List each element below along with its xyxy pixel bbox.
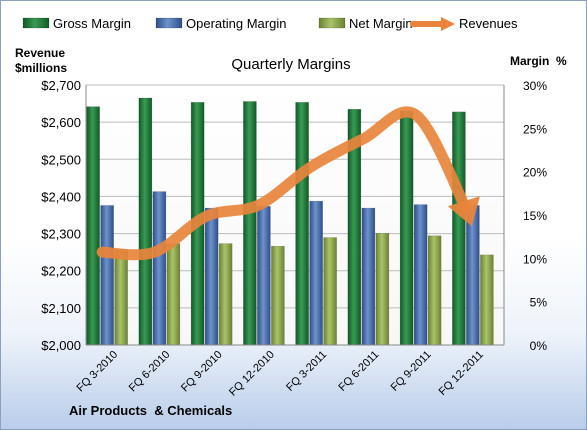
operating-margin-bar	[309, 200, 323, 346]
gross-margin-bar	[295, 102, 309, 346]
right-tick-label: 30%	[523, 79, 547, 93]
legend-label: Gross Margin	[53, 16, 131, 31]
operating-margin-bar	[204, 207, 219, 346]
net-margin-bar	[166, 243, 181, 346]
x-tick-label: FQ 6-2011	[336, 349, 381, 394]
gross-margin-bar	[452, 111, 466, 346]
operating-margin-bar	[413, 204, 428, 346]
left-tick-labels: $2,000 $2,100 $2,200 $2,300 $2,400 $2,500 $2,6…	[41, 78, 81, 353]
chart-title: Quarterly Margins	[231, 56, 350, 73]
net-margin-bar	[427, 235, 442, 346]
x-tick-label: FQ 6-2010	[127, 349, 173, 395]
x-tick-label: FQ 12-2010	[227, 349, 277, 399]
gross-margin-bar	[243, 101, 257, 346]
right-tick-label: 15%	[523, 209, 547, 223]
right-tick-label: 5%	[530, 296, 548, 310]
legend-label: Operating Margin	[186, 16, 286, 31]
revenue-arrow-line	[96, 106, 480, 261]
left-tick-label: $2,000	[41, 338, 81, 353]
left-tick-label: $2,300	[41, 227, 81, 242]
legend-label: Revenues	[459, 16, 518, 31]
legend-swatch-arrowhead	[441, 17, 455, 31]
right-axis-label: Margin %	[510, 54, 567, 68]
operating-margin-bar	[466, 205, 480, 346]
left-axis-label-line1: Revenue	[15, 46, 65, 60]
operating-margin-bar	[100, 205, 114, 346]
gross-margin-bar	[138, 97, 153, 346]
left-tick-label: $2,400	[41, 189, 81, 204]
x-tick-label: FQ 3-2011	[284, 349, 329, 394]
net-margin-bar	[323, 237, 337, 346]
revenue-arrowhead	[447, 196, 480, 227]
x-tick-label: FQ 3-2010	[75, 349, 121, 395]
legend: Gross Margin Operating Margin Net Margin Re…	[22, 16, 518, 31]
revenue-line	[96, 106, 472, 261]
footer-company-name: Air Products & Chemicals	[69, 403, 232, 418]
left-tick-label: $2,700	[41, 78, 81, 93]
left-axis-label-line2: $millions	[15, 61, 67, 75]
x-tick-label: FQ 9-2010	[179, 349, 225, 395]
x-tick-label: FQ 12-2011	[437, 349, 486, 398]
legend-swatch	[318, 17, 346, 29]
net-margin-bar	[375, 232, 390, 346]
left-tick-label: $2,200	[41, 264, 81, 279]
operating-margin-bar	[257, 206, 271, 346]
left-tick-label: $2,100	[41, 301, 81, 316]
gross-margin-bar	[86, 106, 100, 346]
right-tick-label: 10%	[523, 252, 547, 266]
legend-swatch	[155, 17, 183, 29]
operating-margin-bar	[361, 207, 376, 346]
right-tick-label: 25%	[523, 122, 547, 136]
net-margin-bar	[480, 254, 494, 346]
right-tick-labels: 0% 5% 10% 15% 20% 25% 30%	[523, 79, 547, 353]
x-tick-label: FQ 9-2011	[389, 349, 434, 394]
legend-swatch	[22, 17, 50, 29]
operating-margin-bar	[152, 191, 167, 346]
net-margin-bar	[114, 249, 128, 346]
bar-marks	[86, 97, 494, 346]
gross-margin-bar	[399, 110, 414, 346]
right-tick-label: 0%	[530, 339, 548, 353]
net-margin-bar	[271, 245, 285, 346]
left-tick-label: $2,600	[41, 115, 81, 130]
x-tick-labels: FQ 3-2010 FQ 6-2010 FQ 9-2010 FQ 12-2010 FQ …	[75, 349, 486, 399]
legend-label: Net Margin	[349, 16, 413, 31]
net-margin-bar	[218, 243, 233, 346]
left-tick-label: $2,500	[41, 152, 81, 167]
right-tick-label: 20%	[523, 166, 547, 180]
